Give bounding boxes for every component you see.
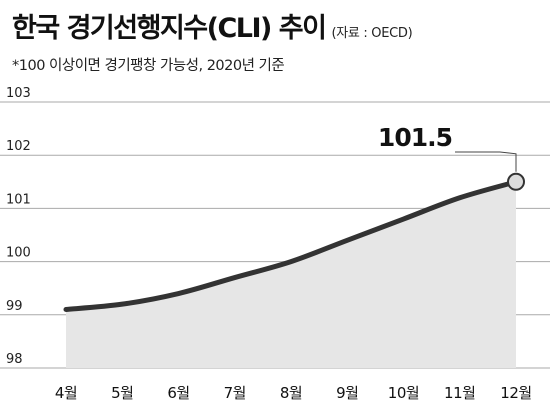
x-tick-label-4월: 4월 — [55, 384, 77, 402]
x-tick-label-9월: 9월 — [336, 384, 358, 402]
y-tick-label-103: 103 — [6, 86, 31, 101]
end-marker — [507, 172, 525, 191]
x-tick-label-8월: 8월 — [280, 384, 302, 402]
source-label: (자료 : OECD) — [331, 26, 413, 41]
title-row: 한국 경기선행지수(CLI) 추이 (자료 : OECD) — [12, 6, 413, 45]
y-tick-label-101: 101 — [6, 192, 31, 207]
y-tick-label-102: 102 — [6, 139, 31, 154]
chart-subtitle: *100 이상이면 경기팽창 가능성, 2020년 기준 — [12, 58, 285, 74]
data-point-10월 — [402, 217, 406, 221]
callout-leader — [455, 151, 517, 172]
x-tick-label-5월: 5월 — [111, 384, 133, 402]
y-tick-label-100: 100 — [6, 246, 31, 261]
x-tick-label-7월: 7월 — [224, 384, 246, 402]
x-tick-label-10월: 10월 — [388, 384, 419, 402]
chart-title: 한국 경기선행지수(CLI) 추이 — [12, 13, 327, 44]
x-tick-label-11월: 11월 — [444, 384, 475, 402]
y-tick-label-98: 98 — [6, 352, 23, 367]
data-point-5월 — [120, 302, 124, 306]
data-point-4월 — [64, 307, 68, 311]
callout-value-label: 101.5 — [378, 123, 452, 152]
data-point-6월 — [177, 292, 181, 296]
data-point-9월 — [345, 238, 349, 242]
area-fill — [66, 181, 516, 368]
y-tick-label-99: 99 — [6, 299, 23, 314]
series-line — [63, 179, 519, 312]
data-point-8월 — [289, 260, 293, 264]
data-point-11월 — [458, 196, 462, 200]
data-point-7월 — [233, 276, 237, 280]
x-tick-label-6월: 6월 — [167, 384, 189, 402]
x-tick-label-12월: 12월 — [500, 384, 531, 402]
